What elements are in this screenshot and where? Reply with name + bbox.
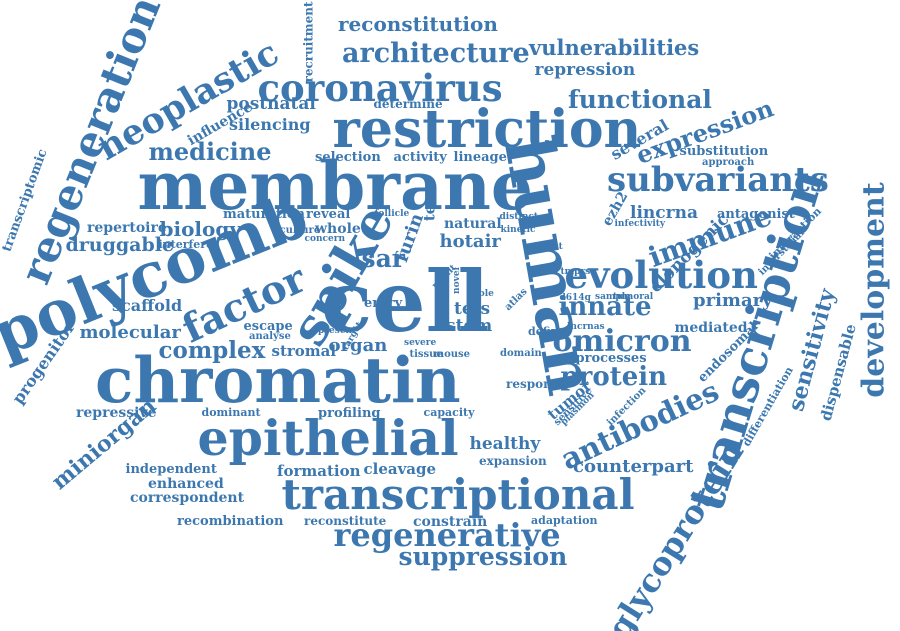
word-primary: primary [693, 290, 773, 311]
word-infectivity: infectivity [614, 218, 666, 229]
word-correspondent: correspondent [130, 490, 245, 506]
word-selection: selection [315, 149, 381, 165]
word-substitution: substitution [679, 143, 769, 159]
word-interfere: interfere [158, 237, 214, 251]
word-mediated: mediated [674, 320, 748, 336]
word-analyse: analyse [249, 331, 291, 342]
word-stromal: stromal [271, 341, 337, 360]
word-innate: innate [558, 292, 652, 322]
word-determine: determine [373, 97, 443, 111]
word-transcriptional: transcriptional [281, 470, 635, 519]
word-activity: activity [393, 149, 447, 165]
word-development: development [856, 182, 892, 398]
word-maturation: maturation [223, 206, 305, 222]
word-membrane: membrane [137, 147, 533, 225]
word-suppression: suppression [398, 541, 568, 571]
word-coronavirus: coronavirus [257, 65, 503, 110]
word-reveal: reveal [306, 206, 351, 222]
word-molecular: molecular [79, 322, 181, 343]
word-tmprss: tmprss [560, 266, 596, 277]
word-approach: approach [702, 157, 755, 168]
word-constrain: constrain [413, 514, 488, 530]
word-chromatin: chromatin [95, 342, 461, 417]
word-postnatal: postnatal [226, 93, 316, 114]
word-stem: stem [446, 315, 493, 336]
word-subvariants: subvariants [607, 160, 829, 200]
word-medicine: medicine [148, 137, 272, 166]
word-hotair: hotair [439, 231, 501, 252]
word-independent: independent [125, 461, 217, 477]
word-repressive: repressive [76, 405, 157, 421]
word-kinetic: kinetic [500, 224, 536, 235]
word-formation: formation [277, 461, 361, 480]
word-entry: entry [364, 295, 403, 311]
word-distinct: distinct [499, 211, 539, 222]
word-concern: concern [304, 233, 346, 244]
word-present: present [318, 325, 357, 336]
word-dominant: dominant [201, 405, 261, 419]
word-functional: functional [568, 84, 712, 114]
word-tumoral: tumoral [613, 291, 654, 302]
word-reconstitute: reconstitute [304, 514, 387, 528]
word-variant: variant [527, 241, 563, 252]
word-silencing: silencing [229, 115, 311, 134]
word-scaffold: scaffold [112, 296, 183, 315]
word-escape: escape [243, 318, 293, 334]
word-biology: biology [159, 217, 241, 241]
word-response: response [506, 377, 567, 391]
word-reconstitution: reconstitution [338, 12, 498, 36]
word-regenerative: regenerative [333, 516, 561, 554]
word-repertoire: repertoire [87, 220, 167, 236]
word-adaptation: adaptation [531, 513, 598, 527]
word-define: define [528, 324, 566, 338]
word-role: role [474, 288, 494, 299]
word-profiling: profiling [318, 405, 381, 421]
word-lincrna: lincrna [630, 202, 698, 223]
word-d614g: d614g [559, 292, 591, 303]
word-follicle: follicle [374, 208, 410, 219]
word-healthy: healthy [469, 433, 541, 454]
word-tissue: tissue [409, 349, 443, 360]
word-enhanced: enhanced [148, 476, 224, 492]
word-evolution: evolution [564, 252, 758, 297]
word-antagonist: antagonist [717, 206, 795, 222]
word-druggable: druggable [65, 233, 175, 256]
word-epithelial: epithelial [197, 408, 459, 467]
word-complex: complex [158, 336, 266, 364]
word-lncrnas: lncrnas [567, 321, 605, 332]
word-recombination: recombination [177, 513, 284, 529]
word-cleavage: cleavage [363, 459, 437, 478]
word-vulnerabilities: vulnerabilities [529, 34, 700, 60]
word-expansion: expansion [479, 454, 547, 468]
word-restriction: restriction [332, 99, 642, 160]
word-capacity: capacity [423, 405, 475, 419]
word-sar: sar [361, 243, 405, 273]
word-counterpart: counterpart [573, 456, 694, 477]
word-tets: tets [454, 298, 491, 319]
word-culture: culture [279, 225, 321, 236]
word-domain: domain [500, 348, 542, 359]
word-cell: cell [321, 252, 490, 351]
word-whole: whole [315, 221, 361, 237]
word-mouse: mouse [433, 349, 471, 360]
word-severe: severe [404, 337, 437, 348]
word-sample: sample [595, 291, 631, 302]
word-omicron: omicron [552, 324, 692, 359]
word-lineage: lineage [453, 149, 507, 165]
word-protein: protein [560, 362, 668, 392]
word-architecture: architecture [342, 37, 530, 69]
word-processes: processes [575, 350, 647, 366]
word-natural: natural [444, 216, 502, 232]
word-organ: organ [328, 335, 388, 356]
word-repression: repression [534, 59, 636, 80]
